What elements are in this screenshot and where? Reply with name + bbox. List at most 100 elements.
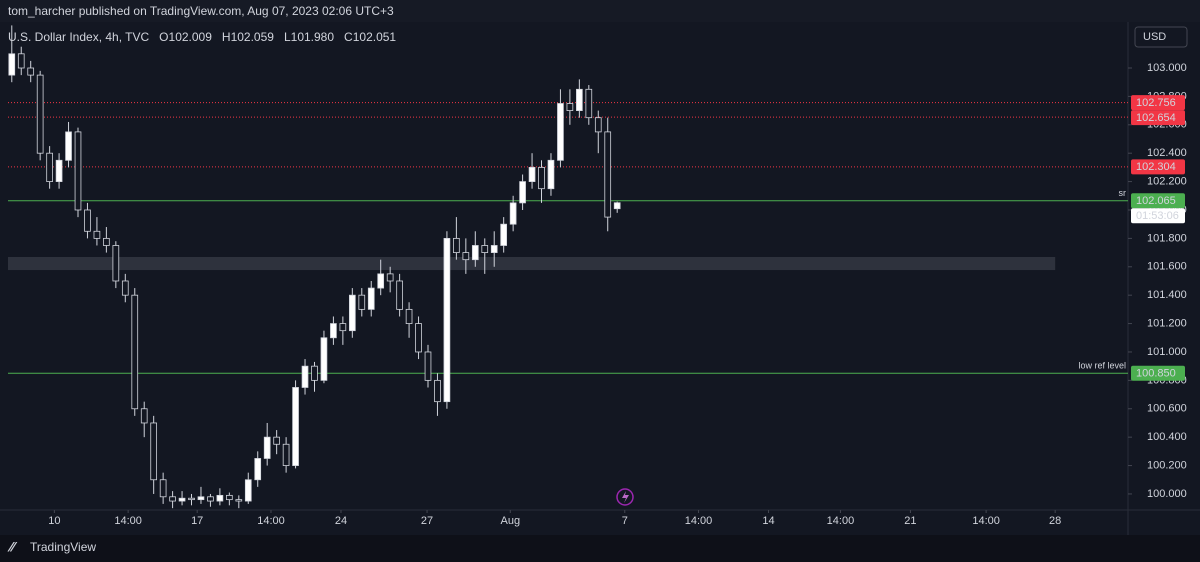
candle-body: [320, 337, 328, 381]
candle-body: [377, 273, 385, 289]
candle-body: [235, 499, 243, 502]
candle-body: [557, 103, 564, 161]
candle-body: [415, 323, 422, 353]
candle-body: [519, 181, 526, 204]
legend-item: U.S. Dollar Index, 4h, TVC: [8, 30, 150, 44]
candle-body: [207, 496, 214, 502]
countdown-box: [1131, 208, 1185, 224]
candle-body: [576, 88, 583, 111]
x-tick-label: 14: [762, 515, 774, 527]
candle-body: [538, 166, 545, 190]
x-tick-label: 14:00: [685, 515, 713, 527]
candle-body: [93, 230, 101, 239]
x-tick-label: 7: [622, 515, 628, 527]
price-label-box: [1131, 110, 1185, 126]
header-bar: [0, 0, 1200, 22]
candle-body: [453, 237, 460, 253]
candle-body: [84, 209, 91, 232]
candle-body: [226, 494, 233, 501]
price-label-box: [1131, 193, 1185, 209]
candle-body: [311, 365, 318, 381]
x-tick-label: 14:00: [114, 515, 142, 527]
candle-body: [131, 294, 139, 410]
candle-body: [594, 117, 602, 133]
y-tick-label: 101.800: [1147, 232, 1187, 244]
y-tick-label: 100.200: [1147, 459, 1187, 471]
price-label: 102.065: [1136, 195, 1176, 207]
header: tom_harcher published on TradingView.com…: [8, 4, 394, 18]
candle-body: [462, 252, 470, 261]
candle-body: [65, 131, 72, 161]
event-icon[interactable]: [616, 488, 634, 506]
price-label: 100.850: [1136, 368, 1176, 380]
candle-body: [188, 497, 195, 501]
candle-body: [330, 323, 337, 339]
candle-body: [547, 159, 555, 190]
x-tick-label: 14:00: [827, 515, 855, 527]
price-label: 102.756: [1136, 97, 1176, 109]
candle-body: [348, 294, 356, 332]
x-tick-label: 14:00: [972, 515, 1000, 527]
candle-body: [178, 497, 186, 502]
x-tick-label: 10: [48, 515, 60, 527]
candle-body: [396, 280, 403, 310]
y-tick-label: 102.200: [1147, 175, 1187, 187]
footer: TradingView: [30, 540, 96, 554]
candle-body: [46, 152, 53, 182]
x-tick-label: 27: [421, 515, 433, 527]
candle-body: [490, 245, 498, 253]
legend-item: C: [344, 30, 353, 44]
level-note: low ref level: [1078, 361, 1126, 371]
x-tick-label: 21: [904, 515, 916, 527]
candle-body: [367, 287, 375, 310]
candle-body: [434, 379, 441, 403]
price-label: 102.654: [1136, 112, 1176, 124]
candle-body: [386, 273, 394, 282]
price-label-box: [1131, 95, 1185, 111]
legend-item: 101.980: [291, 30, 335, 44]
candle-body: [254, 458, 262, 481]
level-note: sr: [1119, 188, 1127, 198]
candle-body: [150, 422, 158, 481]
legend-item: 102.051: [353, 30, 397, 44]
y-tick-label: 101.000: [1147, 346, 1187, 358]
candle-body: [301, 365, 309, 388]
y-tick-label: 100.400: [1147, 431, 1187, 443]
legend-item: H: [222, 30, 231, 44]
price-label: 102.304: [1136, 161, 1176, 173]
legend-item: L: [284, 30, 291, 44]
candle-body: [159, 479, 167, 498]
candle-body: [528, 166, 536, 182]
y-tick-label: 103.000: [1147, 62, 1187, 74]
candle-body: [263, 436, 271, 459]
candle-body: [443, 237, 451, 403]
candle-body: [339, 323, 347, 332]
candle-body: [244, 479, 252, 502]
x-tick-label: 28: [1049, 515, 1061, 527]
currency: USD: [1143, 31, 1166, 43]
candle-body: [216, 494, 224, 502]
price-label-box: [1131, 365, 1185, 381]
currency-box[interactable]: [1134, 26, 1188, 48]
candle-body: [140, 408, 148, 424]
candle-body: [17, 53, 25, 69]
logo-mark: ⁄⁄: [7, 539, 17, 555]
candle-body: [471, 245, 479, 261]
x-tick-label: Aug: [501, 515, 521, 527]
y-tick-label: 101.600: [1147, 261, 1187, 273]
legend-item: 102.059: [231, 30, 275, 44]
x-tick-label: 17: [191, 515, 203, 527]
event-bolt: [622, 491, 629, 503]
candle-body: [197, 496, 205, 501]
legend-item: 102.009: [169, 30, 213, 44]
y-tick-label: 101.400: [1147, 289, 1187, 301]
candle-body: [103, 237, 110, 246]
candle-body: [169, 496, 176, 502]
candle-body: [27, 67, 35, 76]
candle-body: [613, 202, 621, 210]
candle-body: [55, 159, 63, 182]
candle-body: [282, 443, 290, 466]
candle-body: [509, 202, 517, 225]
